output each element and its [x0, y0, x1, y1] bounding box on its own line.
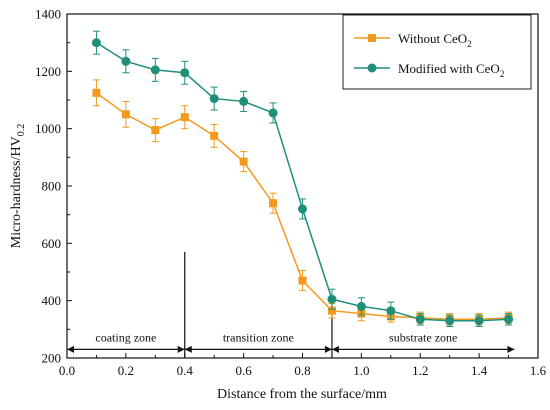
point-modified-ceo2-6	[268, 108, 278, 118]
legend-marker-without-ceo2	[368, 34, 376, 42]
point-modified-ceo2-1	[121, 56, 131, 66]
x-tick-label-8: 1.6	[530, 363, 547, 378]
point-without-ceo2-7	[298, 276, 307, 285]
marks-layer: 0.0 0.2 0.4 0.6 0.8 1.0 1.2 1.4 1.6 200 400 600 800 1…	[35, 7, 547, 379]
point-modified-ceo2-8	[327, 294, 337, 304]
y-tick-label-2: 600	[42, 236, 62, 251]
legend-sub-modified-ceo2: 2	[500, 69, 505, 79]
zone-label-bg-1	[207, 330, 309, 345]
x-tick-label-3: 0.6	[236, 363, 253, 378]
y-tick-label-5: 1200	[35, 64, 61, 79]
point-modified-ceo2-12	[445, 316, 455, 326]
point-modified-ceo2-11	[415, 314, 425, 324]
point-modified-ceo2-0	[91, 38, 101, 48]
legend-marker-modified-ceo2	[367, 63, 377, 73]
zone-label-1: transition zone	[223, 330, 294, 344]
zone-label-0: coating zone	[95, 330, 156, 344]
point-modified-ceo2-7	[298, 204, 307, 214]
point-without-ceo2-0	[92, 88, 101, 97]
zone-arrow-right-1	[324, 345, 332, 353]
x-tick-label-4: 0.8	[294, 363, 310, 378]
x-axis-title: Distance from the surface/mm	[217, 387, 387, 402]
legend: Without CeO2 Modified with CeO2	[342, 14, 532, 90]
y-axis-title-subscript: 0.2	[16, 124, 27, 137]
point-without-ceo2-6	[269, 199, 278, 208]
x-tick-label-5: 1.0	[353, 363, 369, 378]
zone-arrow-right-2	[507, 345, 515, 353]
legend-sub-without-ceo2: 2	[467, 39, 472, 49]
x-tick-label-1: 0.2	[118, 363, 134, 378]
y-axis-title: Micro-hardness/HV0.2	[9, 124, 27, 248]
legend-label-modified-ceo2: Modified with CeO	[398, 61, 500, 76]
point-without-ceo2-2	[151, 126, 160, 135]
x-tick-label-0: 0.0	[59, 363, 75, 378]
zone-label-2: substrate zone	[389, 330, 457, 344]
point-without-ceo2-8	[327, 306, 336, 315]
point-modified-ceo2-5	[239, 96, 249, 106]
point-without-ceo2-5	[239, 157, 248, 166]
point-without-ceo2-4	[210, 131, 219, 140]
y-tick-label-3: 800	[42, 179, 62, 194]
zone-arrow-left-2	[331, 345, 339, 353]
y-axis-title-main: Micro-hardness/HV	[9, 136, 24, 248]
zone-arrow-left-0	[67, 345, 74, 353]
y-tick-label-1: 400	[42, 293, 62, 308]
point-modified-ceo2-2	[150, 65, 160, 75]
x-tick-label-2: 0.4	[177, 363, 194, 378]
point-modified-ceo2-9	[356, 301, 366, 311]
y-tick-label-6: 1400	[35, 7, 61, 22]
x-tick-label-7: 1.4	[471, 363, 488, 378]
point-without-ceo2-3	[180, 113, 189, 122]
zone-label-bg-0	[84, 330, 168, 345]
y-tick-label-4: 1000	[35, 121, 61, 136]
zone-arrow-left-1	[184, 345, 192, 353]
point-modified-ceo2-3	[180, 68, 190, 78]
point-modified-ceo2-4	[209, 94, 219, 104]
y-tick-label-0: 200	[42, 351, 62, 366]
legend-label-without-ceo2: Without CeO	[398, 31, 467, 46]
point-modified-ceo2-13	[474, 316, 484, 326]
legend-text-without-ceo2: Without CeO2	[398, 31, 472, 49]
zone-label-bg-2	[375, 330, 471, 345]
legend-text-modified-ceo2: Modified with CeO2	[398, 61, 504, 79]
legend-box	[342, 14, 532, 90]
point-without-ceo2-1	[121, 110, 130, 119]
point-modified-ceo2-14	[504, 314, 514, 324]
point-modified-ceo2-10	[386, 306, 396, 316]
zone-arrow-right-0	[177, 345, 185, 353]
x-tick-label-6: 1.2	[412, 363, 428, 378]
